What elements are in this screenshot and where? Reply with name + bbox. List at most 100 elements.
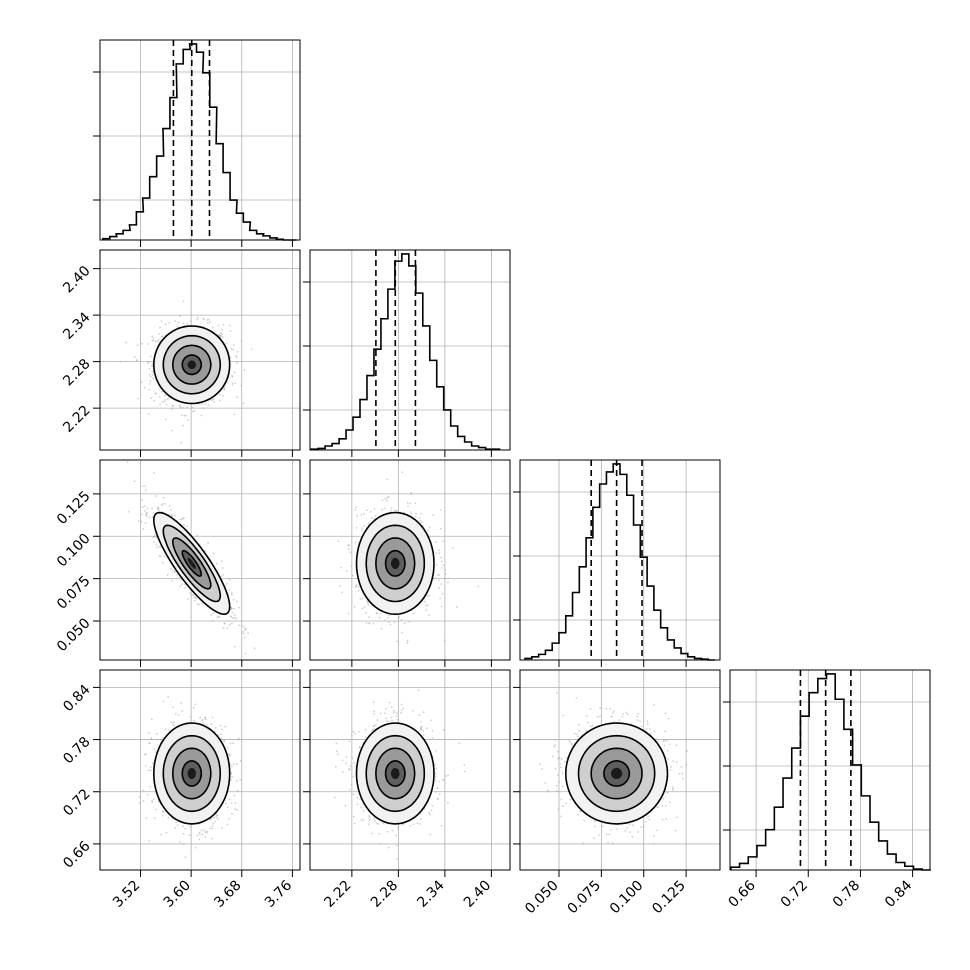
scatter-point	[168, 321, 171, 324]
scatter-point	[437, 579, 440, 581]
scatter-point	[180, 702, 182, 704]
panel-content	[333, 689, 466, 860]
scatter-point	[145, 765, 147, 767]
histogram-bar	[827, 674, 836, 870]
scatter-point	[211, 716, 214, 719]
scatter-point	[149, 380, 152, 382]
scatter-point	[440, 509, 442, 511]
scatter-point	[210, 837, 213, 840]
histogram-bar	[381, 319, 388, 450]
scatter-point	[231, 382, 234, 384]
scatter-point	[141, 499, 144, 501]
scatter-point	[154, 495, 157, 497]
scatter-point	[173, 724, 175, 727]
scatter-point	[228, 624, 231, 626]
scatter-panel-0-2	[99, 459, 301, 661]
scatter-point	[353, 822, 356, 825]
scatter-point	[429, 813, 431, 816]
density-peak	[391, 557, 400, 569]
scatter-point	[145, 817, 148, 819]
scatter-point	[441, 592, 444, 595]
scatter-point	[190, 594, 193, 596]
scatter-point	[220, 575, 223, 578]
scatter-point	[168, 505, 171, 507]
scatter-frame	[99, 249, 301, 451]
scatter-point	[367, 601, 369, 604]
scatter-point	[359, 598, 362, 600]
scatter-point	[231, 593, 233, 596]
scatter-point	[418, 517, 421, 519]
scatter-point	[253, 647, 256, 650]
scatter-point	[182, 406, 185, 409]
scatter-point	[204, 550, 207, 552]
scatter-point	[233, 794, 236, 797]
scatter-frame	[99, 669, 301, 871]
scatter-point	[435, 564, 438, 566]
scatter-point	[447, 581, 449, 584]
scatter-point	[156, 341, 159, 343]
scatter-frame	[99, 459, 301, 661]
scatter-point	[157, 801, 160, 803]
scatter-point	[212, 326, 214, 329]
scatter-point	[161, 390, 163, 393]
scatter-point	[230, 802, 233, 805]
scatter-point	[390, 706, 393, 708]
scatter-point	[215, 727, 217, 729]
scatter-point	[242, 632, 245, 635]
scatter-point	[164, 728, 167, 731]
scatter-point	[236, 763, 239, 765]
scatter-point	[406, 639, 409, 642]
histogram-bar	[236, 213, 243, 240]
scatter-point	[217, 324, 220, 327]
scatter-point	[357, 589, 360, 592]
scatter-point	[204, 718, 207, 720]
scatter-point	[159, 326, 161, 329]
scatter-point	[208, 404, 210, 406]
scatter-point	[350, 783, 353, 786]
scatter-point	[336, 750, 338, 753]
scatter-point	[428, 614, 430, 616]
histogram-bar	[545, 650, 552, 660]
scatter-point	[403, 622, 406, 625]
scatter-point	[337, 539, 340, 542]
scatter-point	[354, 508, 356, 511]
scatter-point	[225, 582, 228, 585]
scatter-point	[151, 335, 154, 338]
scatter-point	[235, 779, 238, 782]
scatter-frame	[309, 459, 511, 661]
scatter-point	[154, 534, 156, 536]
scatter-point	[441, 567, 443, 569]
scatter-point	[213, 401, 216, 403]
scatter-point	[386, 496, 389, 499]
scatter-point	[151, 363, 154, 365]
histogram-bar	[136, 212, 143, 240]
scatter-point	[226, 381, 229, 384]
scatter-point	[170, 508, 172, 511]
contour-line	[152, 722, 231, 825]
scatter-point	[211, 827, 214, 830]
scatter-point	[221, 567, 224, 569]
scatter-point	[243, 636, 246, 639]
scatter-point	[151, 507, 153, 510]
scatter-point	[140, 513, 143, 516]
scatter-point	[199, 716, 202, 719]
scatter-point	[213, 816, 216, 819]
scatter-point	[150, 397, 153, 400]
scatter-point	[202, 407, 205, 409]
scatter-point	[162, 810, 164, 812]
scatter-point	[207, 542, 210, 544]
scatter-point	[236, 362, 239, 364]
scatter-point	[387, 621, 390, 623]
scatter-point	[183, 843, 185, 846]
scatter-point	[354, 586, 357, 588]
scatter-point	[174, 320, 177, 322]
scatter-point	[180, 579, 182, 581]
scatter-point	[164, 399, 167, 401]
scatter-point	[148, 383, 151, 385]
scatter-point	[212, 398, 215, 401]
scatter-point	[221, 329, 224, 331]
scatter-point	[217, 615, 219, 618]
scatter-point	[357, 586, 360, 588]
scatter-point	[221, 333, 224, 336]
scatter-point	[167, 397, 169, 400]
